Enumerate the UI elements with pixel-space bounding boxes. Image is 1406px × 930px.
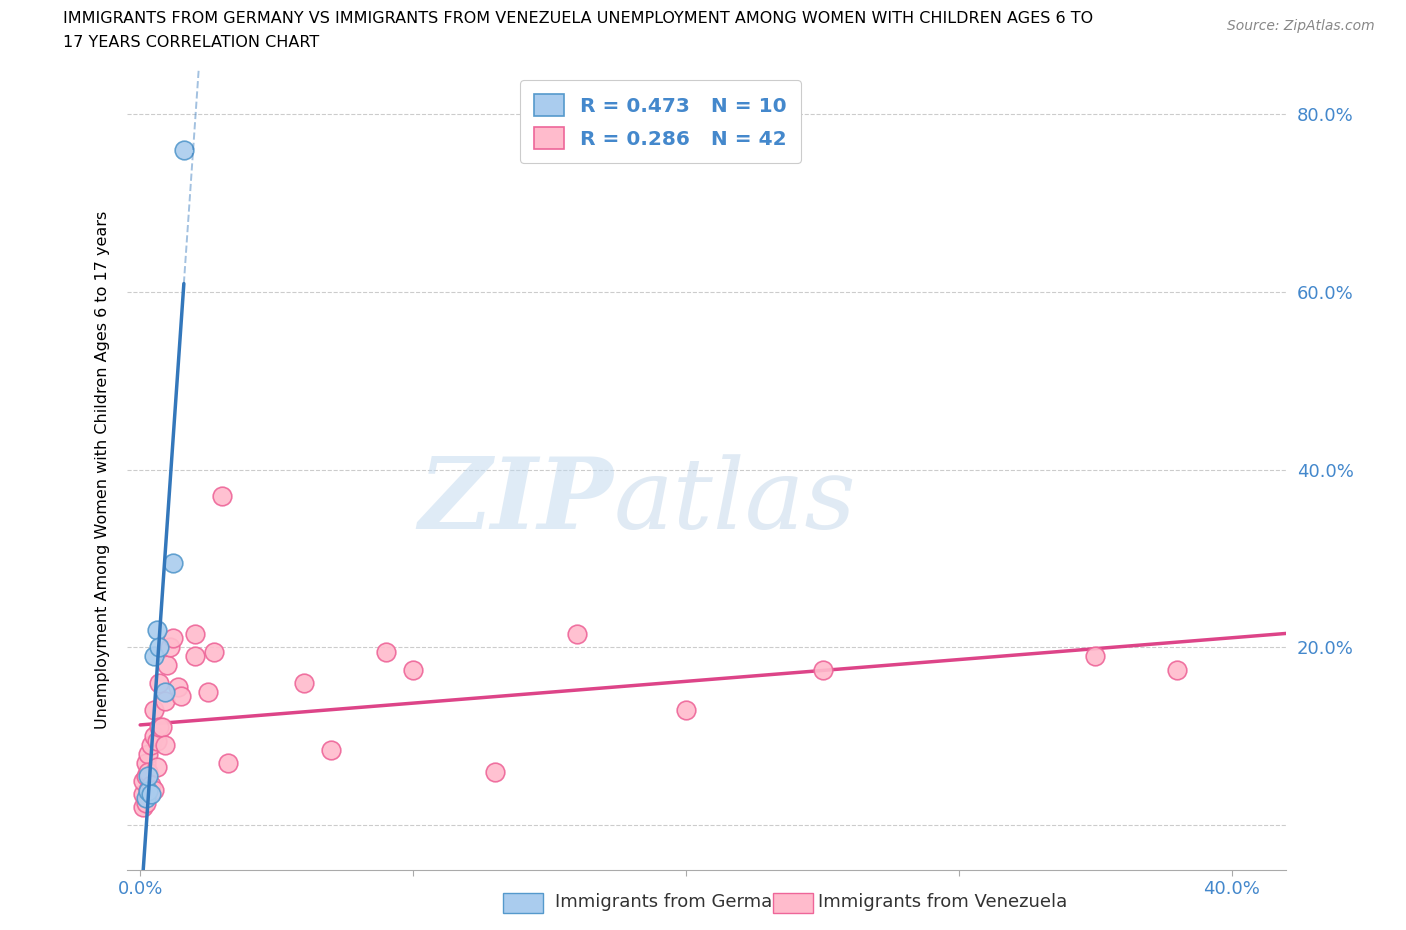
Point — [142, 649, 165, 664]
Point — [162, 631, 184, 646]
Point — [135, 755, 157, 770]
Point — [132, 787, 155, 802]
Point — [402, 662, 425, 677]
Text: 17 YEARS CORRELATION CHART: 17 YEARS CORRELATION CHART — [63, 35, 319, 50]
Point — [138, 764, 160, 779]
Text: ZIP: ZIP — [419, 454, 613, 550]
Point — [217, 755, 239, 770]
Y-axis label: Unemployment Among Women with Children Ages 6 to 17 years: Unemployment Among Women with Children A… — [94, 210, 110, 729]
Point — [167, 680, 190, 695]
Point — [484, 764, 506, 779]
Point — [153, 693, 176, 708]
Point — [139, 777, 162, 792]
Point — [153, 684, 176, 699]
Point — [202, 644, 225, 659]
Point — [132, 773, 155, 788]
Point — [138, 747, 160, 762]
Point — [1084, 649, 1107, 664]
Point — [565, 627, 588, 642]
Point — [159, 640, 181, 655]
Point — [148, 640, 170, 655]
Point — [162, 555, 184, 570]
Point — [675, 702, 697, 717]
Point — [197, 684, 219, 699]
Point — [148, 720, 170, 735]
Point — [145, 622, 167, 637]
Point — [173, 142, 195, 157]
Text: Immigrants from Germany: Immigrants from Germany — [555, 893, 794, 911]
Point — [321, 742, 343, 757]
Point — [211, 489, 233, 504]
Point — [145, 760, 167, 775]
Text: atlas: atlas — [613, 454, 856, 550]
Text: Immigrants from Venezuela: Immigrants from Venezuela — [818, 893, 1067, 911]
Point — [138, 784, 160, 799]
Point — [142, 782, 165, 797]
Text: Source: ZipAtlas.com: Source: ZipAtlas.com — [1227, 19, 1375, 33]
Point — [148, 675, 170, 690]
Point — [132, 800, 155, 815]
Point — [811, 662, 834, 677]
Point — [184, 649, 207, 664]
Point — [374, 644, 396, 659]
Point — [150, 720, 173, 735]
Legend: R = 0.473   N = 10, R = 0.286   N = 42: R = 0.473 N = 10, R = 0.286 N = 42 — [520, 80, 800, 163]
Point — [139, 787, 162, 802]
Point — [135, 769, 157, 784]
Point — [184, 627, 207, 642]
Point — [156, 658, 179, 672]
Point — [138, 769, 160, 784]
Point — [142, 702, 165, 717]
Point — [135, 795, 157, 810]
Point — [145, 733, 167, 748]
Point — [170, 689, 193, 704]
Point — [135, 791, 157, 806]
Point — [292, 675, 315, 690]
Point — [138, 782, 160, 797]
Point — [142, 729, 165, 744]
Point — [153, 737, 176, 752]
Text: IMMIGRANTS FROM GERMANY VS IMMIGRANTS FROM VENEZUELA UNEMPLOYMENT AMONG WOMEN WI: IMMIGRANTS FROM GERMANY VS IMMIGRANTS FR… — [63, 11, 1094, 26]
Point — [1166, 662, 1188, 677]
Point — [139, 737, 162, 752]
